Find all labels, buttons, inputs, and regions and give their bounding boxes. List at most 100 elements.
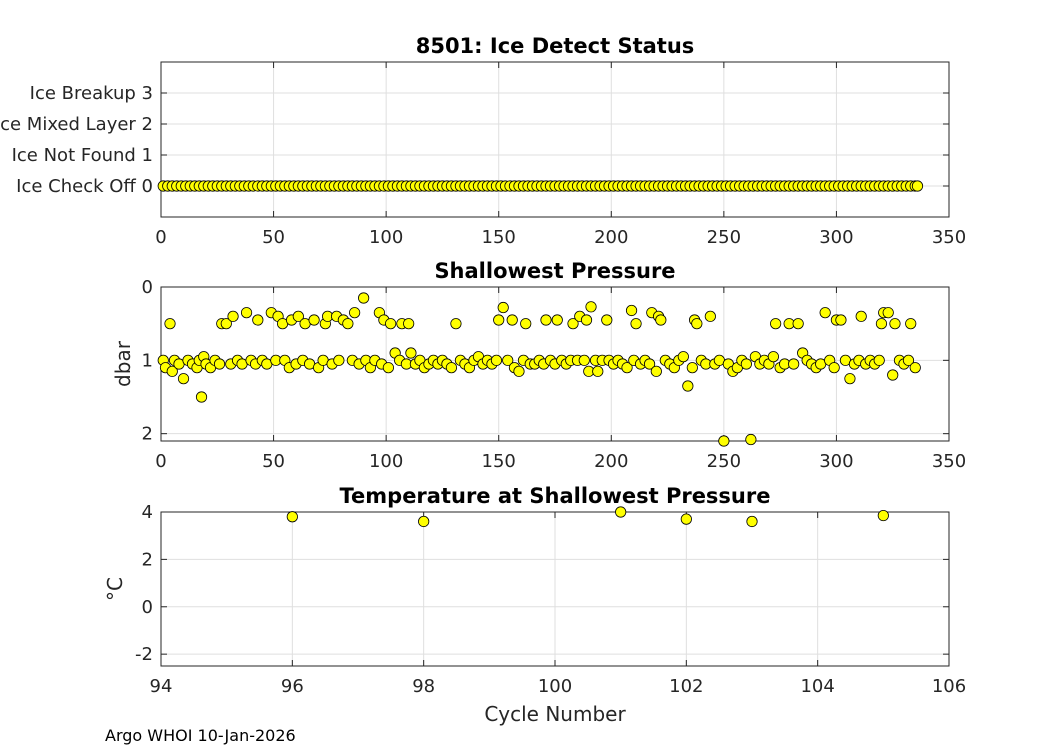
data-point	[220, 318, 232, 330]
x-tick-label: 300	[819, 227, 853, 248]
data-point	[704, 310, 716, 322]
data-point	[493, 314, 505, 326]
data-point	[358, 292, 370, 304]
data-point	[385, 318, 397, 330]
data-point	[882, 307, 894, 319]
y-tick-label: Ice Mixed Layer 2	[0, 114, 153, 135]
x-tick-label: 104	[800, 676, 834, 697]
data-point	[844, 373, 856, 385]
y-tick-label: Ice Check Off 0	[16, 176, 153, 197]
chart-title: Shallowest Pressure	[434, 259, 675, 283]
ice-status-axes: 0 50 100 150 200 250 300 350 Ice Check Off 0 Ice …	[0, 34, 966, 248]
data-point	[213, 358, 226, 370]
data-point	[195, 391, 208, 403]
x-tick-label: 250	[707, 227, 741, 248]
x-tick-label: 200	[594, 227, 628, 248]
data-point	[450, 318, 462, 330]
data-point	[592, 365, 604, 377]
data-point	[680, 513, 692, 525]
y-tick-label: 2	[142, 424, 153, 445]
data-point	[740, 358, 752, 370]
data-point	[621, 362, 633, 374]
data-point	[615, 506, 627, 518]
x-tick-label: 50	[262, 451, 285, 472]
data-point	[490, 354, 503, 366]
y-tick-label: 2	[142, 549, 153, 570]
x-tick-label: 100	[369, 451, 403, 472]
plot-area	[160, 61, 950, 218]
data-point	[655, 314, 667, 326]
data-point	[745, 433, 757, 446]
data-point	[625, 304, 638, 317]
data-point	[643, 358, 656, 370]
data-point	[286, 511, 298, 523]
shallowest-pressure-axes: 0 50 100 150 200 250 300 350 0 1 2 Shallowest Press…	[111, 259, 966, 472]
data-point	[506, 314, 518, 326]
data-series	[286, 506, 889, 528]
data-series	[157, 292, 921, 447]
data-point	[177, 373, 190, 385]
x-tick-label: 250	[707, 451, 741, 472]
data-point	[855, 310, 867, 322]
x-tick-label: 102	[669, 676, 703, 697]
y-tick-label: 4	[142, 502, 153, 523]
data-point	[513, 365, 525, 377]
x-tick-label: 350	[932, 451, 966, 472]
x-tick-label: 300	[819, 451, 853, 472]
data-point	[601, 314, 613, 326]
data-point	[502, 354, 514, 366]
data-point	[770, 318, 782, 330]
data-point	[405, 347, 417, 359]
data-point	[819, 307, 831, 319]
data-point	[792, 318, 804, 330]
x-tick-label: 50	[262, 227, 285, 248]
data-point	[418, 515, 430, 528]
x-tick-label: 100	[369, 227, 403, 248]
data-point	[630, 318, 642, 330]
y-tick-label: Ice Not Found 1	[12, 145, 153, 166]
data-point	[349, 307, 361, 319]
data-point	[164, 318, 176, 330]
y-tick-label: 0	[142, 277, 153, 298]
data-point	[497, 301, 509, 314]
data-point	[403, 318, 415, 330]
footer-credit: Argo WHOI 10-Jan-2026	[105, 726, 296, 745]
data-point	[342, 318, 354, 330]
x-tick-label: 100	[538, 676, 572, 697]
data-point	[905, 318, 917, 330]
x-tick-label: 94	[150, 676, 173, 697]
data-point	[292, 310, 304, 322]
y-tick-label: 0	[142, 597, 153, 618]
data-point	[873, 354, 885, 366]
data-point	[382, 362, 394, 374]
y-tick-label: -2	[135, 644, 153, 665]
chart-title: 8501: Ice Detect Status	[416, 34, 695, 58]
data-point	[580, 314, 593, 326]
x-tick-label: 106	[932, 676, 966, 697]
x-tick-label: 0	[155, 227, 166, 248]
temperature-axes: 94 96 98 100 102 104 106 -2 0 2 4 Temperature at Sh…	[103, 484, 966, 726]
data-point	[650, 365, 662, 377]
data-point	[240, 307, 253, 319]
data-point	[835, 314, 847, 326]
data-point	[567, 318, 579, 330]
x-tick-label: 96	[281, 676, 304, 697]
data-point	[333, 354, 345, 366]
axes-border	[160, 61, 950, 218]
data-point	[911, 180, 924, 192]
data-point	[691, 318, 703, 330]
x-axis-label: Cycle Number	[484, 702, 626, 726]
data-point	[308, 314, 320, 326]
data-point	[686, 362, 698, 374]
data-point	[887, 369, 899, 381]
data-point	[682, 380, 694, 392]
y-axis-label: °C	[103, 577, 127, 601]
data-point	[902, 354, 915, 366]
data-point	[578, 354, 590, 366]
data-point	[585, 301, 597, 313]
data-point	[909, 362, 921, 374]
x-tick-label: 150	[482, 451, 516, 472]
data-point	[520, 318, 532, 330]
x-tick-label: 0	[155, 451, 166, 472]
data-point	[718, 435, 730, 447]
